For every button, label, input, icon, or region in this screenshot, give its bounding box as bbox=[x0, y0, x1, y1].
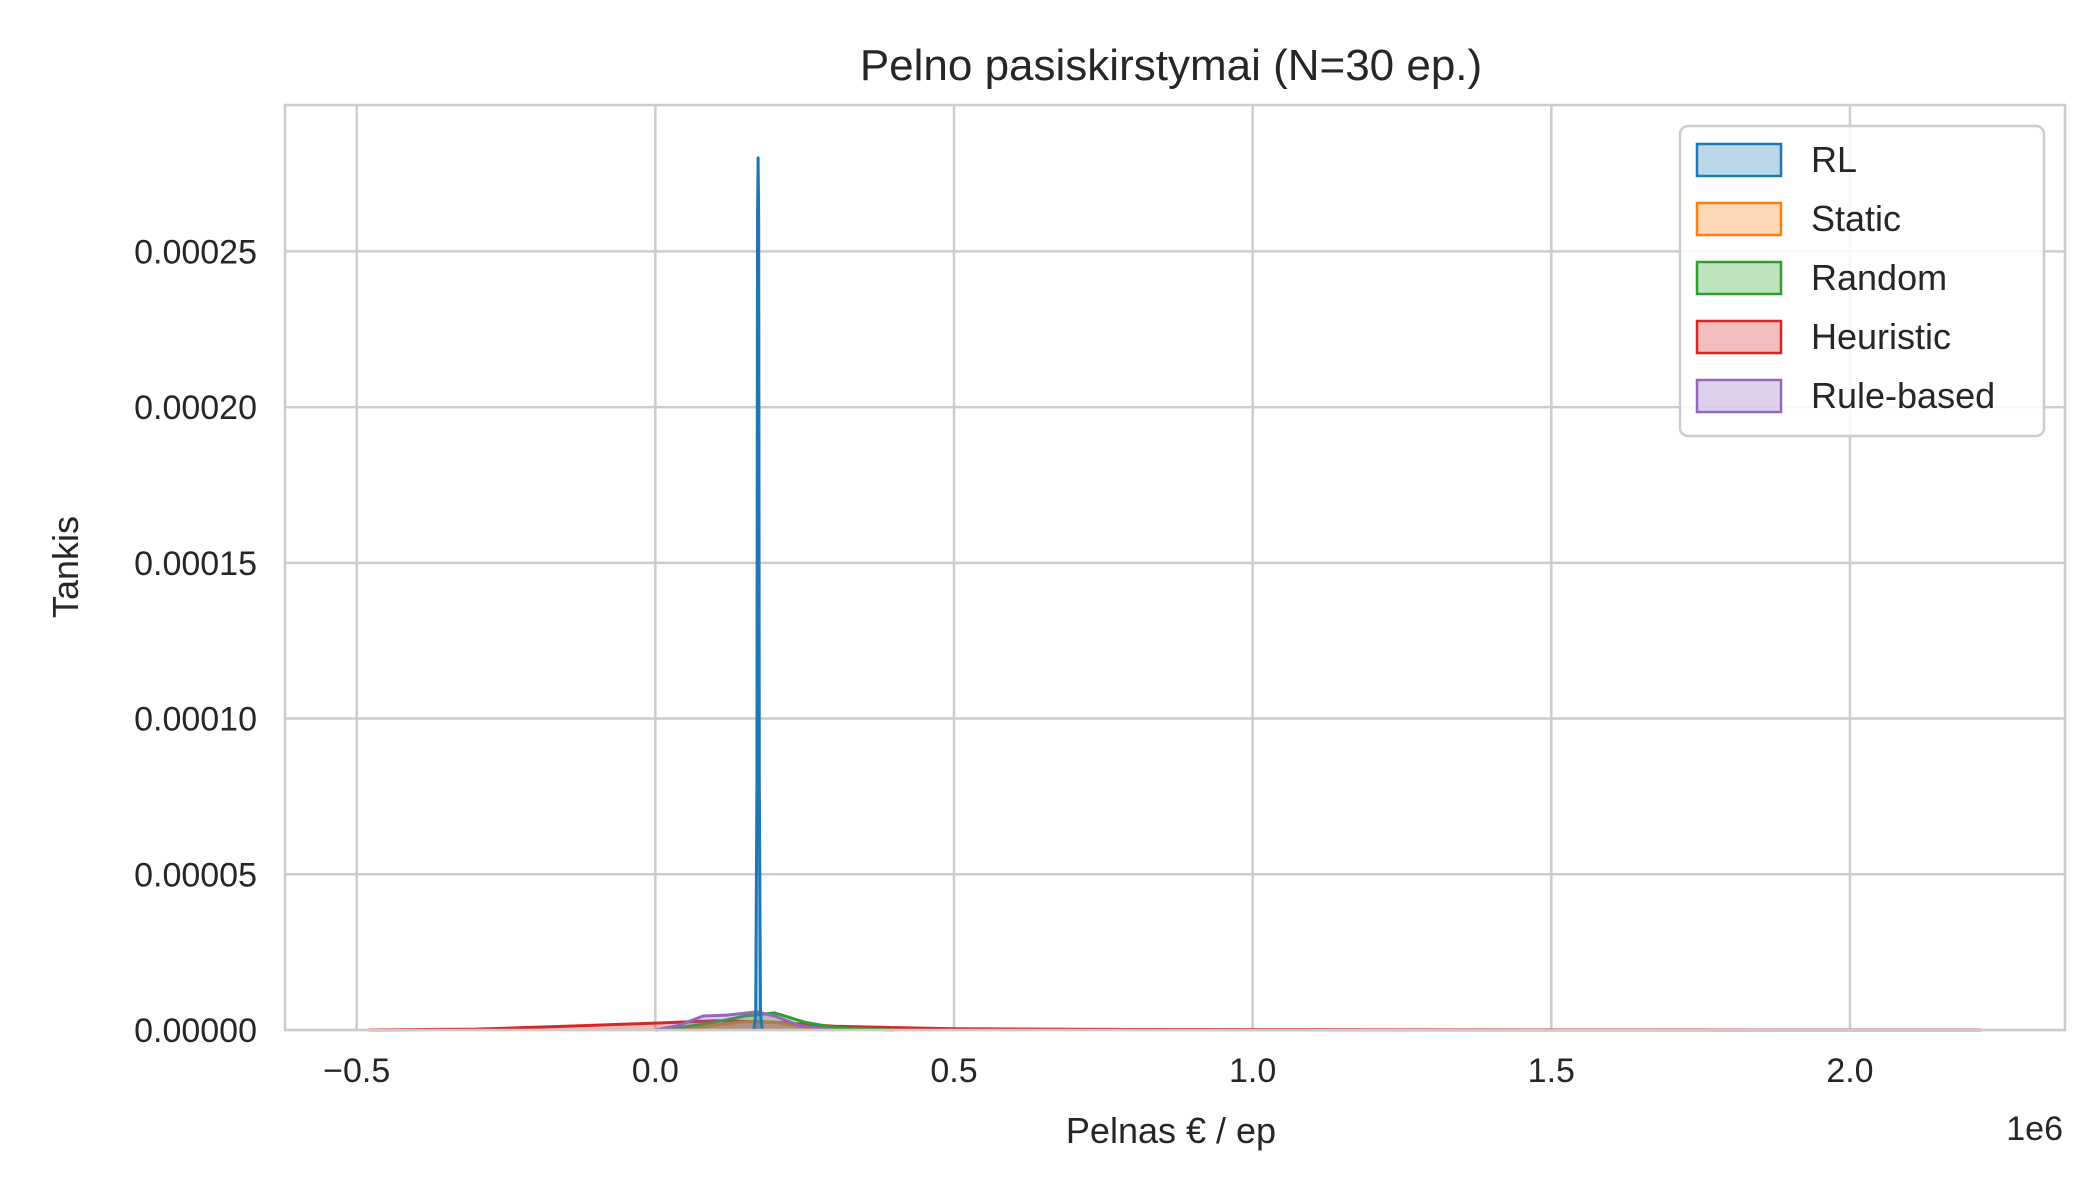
kde-line-rl bbox=[752, 156, 764, 1031]
kde-line-rule-based bbox=[655, 1010, 835, 1032]
legend-swatch-rule-based bbox=[1695, 378, 1783, 414]
x-tick-label: −0.5 bbox=[323, 1052, 390, 1090]
y-tick-label: 0.00000 bbox=[134, 1012, 257, 1050]
y-tick-label: 0.00020 bbox=[134, 389, 257, 427]
legend-label-static: Static bbox=[1811, 198, 1901, 239]
x-tick-label: 0.5 bbox=[930, 1052, 977, 1090]
legend-label-heuristic: Heuristic bbox=[1811, 316, 1951, 357]
y-tick-label: 0.00005 bbox=[134, 856, 257, 894]
legend-swatch-random bbox=[1695, 260, 1783, 296]
legend-swatch-static bbox=[1695, 201, 1783, 237]
legend-swatch-heuristic bbox=[1695, 319, 1783, 355]
y-tick-label: 0.00015 bbox=[134, 545, 257, 583]
x-tick-labels: −0.5 0.0 0.5 1.0 1.5 2.0 bbox=[323, 1052, 1873, 1090]
legend-label-random: Random bbox=[1811, 257, 1947, 298]
legend: RL Static Random Heuristic Rule-based bbox=[1678, 124, 2046, 438]
x-axis-label: Pelnas € / ep bbox=[1066, 1110, 1276, 1151]
x-tick-label: 0.0 bbox=[632, 1052, 679, 1090]
kde-area-random bbox=[655, 1012, 895, 1030]
y-axis-label: Tankis bbox=[45, 516, 86, 618]
x-offset-label: 1e6 bbox=[2006, 1110, 2063, 1148]
legend-label-rule-based: Rule-based bbox=[1811, 375, 1995, 416]
axes-frame bbox=[283, 103, 2067, 1032]
x-tick-label: 1.5 bbox=[1528, 1052, 1575, 1090]
y-tick-labels: 0.00000 0.00005 0.00010 0.00015 0.00020 0.000… bbox=[134, 233, 257, 1050]
kde-area-rule-based bbox=[655, 1011, 835, 1030]
x-tick-label: 1.0 bbox=[1229, 1052, 1276, 1090]
legend-swatch-rl bbox=[1695, 142, 1783, 178]
y-tick-label: 0.00025 bbox=[134, 233, 257, 271]
legend-label-rl: RL bbox=[1811, 139, 1857, 180]
x-tick-label: 2.0 bbox=[1826, 1052, 1873, 1090]
y-tick-label: 0.00010 bbox=[134, 701, 257, 739]
chart-title: Pelno pasiskirstymai (N=30 ep.) bbox=[860, 41, 1482, 90]
